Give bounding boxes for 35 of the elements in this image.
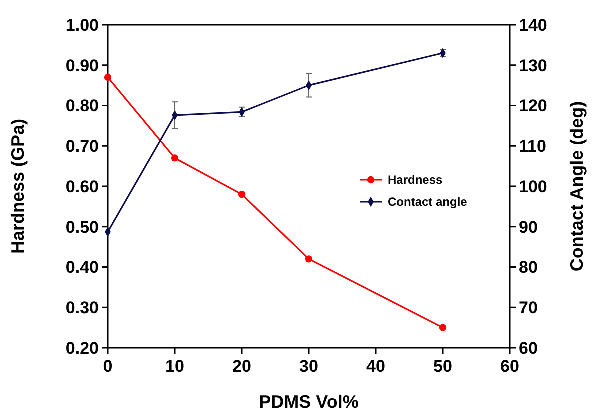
x-tick-label: 50: [434, 357, 452, 376]
y2-tick-label: 90: [519, 218, 538, 237]
y-tick-label: 0.50: [66, 218, 99, 237]
y2-axis-title: Contact Angle (deg): [567, 101, 587, 272]
x-tick-label: 60: [500, 357, 520, 376]
y-tick-label: 0.40: [66, 258, 99, 278]
point: [439, 324, 447, 332]
y2-tick-label: 60: [519, 338, 538, 358]
point: [305, 256, 313, 263]
x-tick-label: 40: [366, 357, 386, 376]
x-axis-title: PDMS Vol%: [259, 392, 359, 412]
y2-tick-label: 130: [519, 56, 548, 76]
y2-tick-label: 120: [519, 96, 548, 116]
y-tick-label: 0.90: [66, 56, 99, 76]
y-tick-label: 0.30: [66, 298, 99, 318]
point: [104, 74, 112, 82]
x-tick-label: 30: [300, 357, 318, 376]
y-tick-label: 0.70: [66, 137, 99, 156]
y2-tick-label: 80: [519, 258, 538, 278]
y2-tick-label: 70: [519, 298, 538, 318]
y2-tick-label: 110: [519, 137, 546, 156]
y2-tick-label: 140: [519, 16, 548, 35]
point: [238, 191, 246, 198]
x-tick-label: 0: [103, 357, 113, 376]
y-tick-label: 0.60: [66, 177, 99, 196]
y-tick-label: 0.20: [66, 338, 99, 358]
y-axis-title: Hardness (GPa): [8, 118, 28, 254]
y-tick-label: 1.00: [66, 16, 99, 35]
legend-label: Hardness: [388, 173, 444, 188]
x-tick-label: 20: [232, 357, 252, 376]
y-tick-label: 0.80: [66, 96, 99, 116]
y2-tick-label: 100: [519, 177, 548, 196]
legend-label: Contact angle: [388, 195, 468, 210]
x-tick-label: 10: [166, 357, 184, 376]
point: [171, 154, 179, 162]
